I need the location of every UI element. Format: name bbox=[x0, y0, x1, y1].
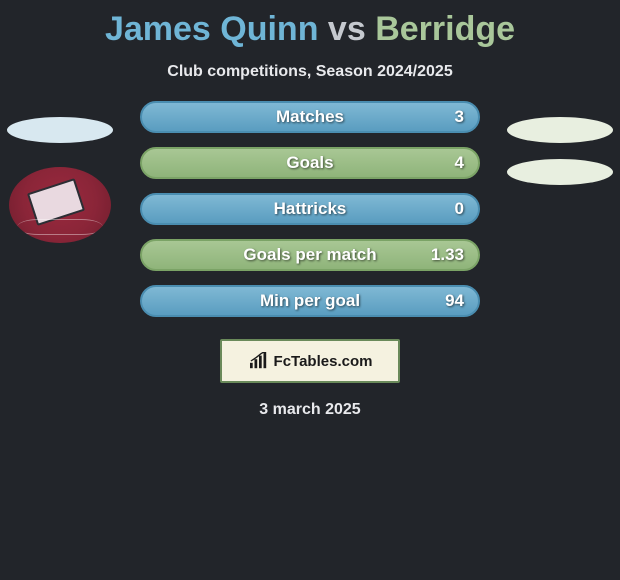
date-text: 3 march 2025 bbox=[0, 401, 620, 419]
player1-name: James Quinn bbox=[105, 10, 319, 48]
stat-bar-goals-per-match: Goals per match 1.33 bbox=[140, 239, 480, 271]
stat-label: Hattricks bbox=[274, 199, 347, 219]
stat-bar-matches: Matches 3 bbox=[140, 101, 480, 133]
bar-chart-icon bbox=[248, 352, 270, 370]
player2-name: Berridge bbox=[375, 10, 515, 48]
brand-box: FcTables.com bbox=[220, 339, 400, 383]
stat-bar-min-per-goal: Min per goal 94 bbox=[140, 285, 480, 317]
stat-value: 3 bbox=[455, 107, 464, 127]
comparison-infographic: James Quinn vs Berridge Club competition… bbox=[0, 0, 620, 580]
stat-label: Matches bbox=[276, 107, 344, 127]
player2-marker-icon bbox=[507, 117, 613, 143]
right-column bbox=[500, 101, 620, 185]
vs-separator: vs bbox=[328, 10, 366, 48]
stat-bars: Matches 3 Goals 4 Hattricks 0 Goals per … bbox=[140, 101, 480, 317]
stat-bar-goals: Goals 4 bbox=[140, 147, 480, 179]
stat-value: 4 bbox=[455, 153, 464, 173]
stat-value: 0 bbox=[455, 199, 464, 219]
stat-value: 94 bbox=[445, 291, 464, 311]
brand-text: FcTables.com bbox=[274, 353, 373, 370]
stat-value: 1.33 bbox=[431, 245, 464, 265]
left-column bbox=[0, 101, 120, 243]
stat-bar-hattricks: Hattricks 0 bbox=[140, 193, 480, 225]
content-area: Matches 3 Goals 4 Hattricks 0 Goals per … bbox=[0, 101, 620, 419]
player1-marker-icon bbox=[7, 117, 113, 143]
player2-marker2-icon bbox=[507, 159, 613, 185]
stat-label: Min per goal bbox=[260, 291, 360, 311]
stat-label: Goals per match bbox=[243, 245, 376, 265]
stat-label: Goals bbox=[286, 153, 333, 173]
page-title: James Quinn vs Berridge bbox=[0, 0, 620, 49]
subtitle: Club competitions, Season 2024/2025 bbox=[0, 63, 620, 81]
club-badge-left bbox=[9, 167, 111, 243]
